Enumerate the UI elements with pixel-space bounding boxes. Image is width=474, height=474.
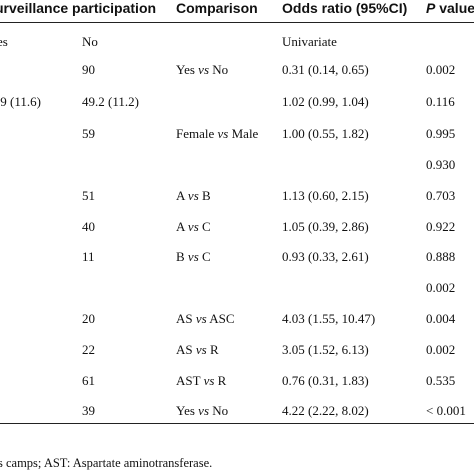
- cell-survey-yes: es: [0, 34, 8, 49]
- cell-comparison: Female vs Male: [176, 126, 258, 142]
- comparison-right: R: [214, 373, 227, 388]
- cell-comparison: B vs C: [176, 249, 211, 265]
- cell-p-value: 0.002: [426, 62, 456, 77]
- table-row: 59 1.00 (0.55, 1.82) 0.995 Female vs Male: [0, 126, 474, 146]
- comparison-right: No: [209, 62, 229, 77]
- comparison-right: B: [198, 188, 211, 203]
- cell-comparison: A vs B: [176, 188, 211, 204]
- cell-odds-ratio: 1.02 (0.99, 1.04): [282, 94, 369, 109]
- cell-survey-yes: .9 (11.6): [0, 94, 41, 109]
- table-top-rule: [0, 22, 474, 23]
- comparison-vs: vs: [187, 219, 199, 234]
- comparison-left: Yes: [176, 403, 199, 418]
- table-row: 0.930: [0, 157, 474, 177]
- cell-odds-ratio: 0.76 (0.31, 1.83): [282, 373, 369, 388]
- cell-comparison: A vs C: [176, 219, 211, 235]
- cell-survey-no: 51: [82, 188, 95, 203]
- header-comparison: Comparison: [176, 0, 258, 16]
- cell-survey-no: 39: [82, 403, 95, 418]
- comparison-left: AST: [176, 373, 204, 388]
- header-surveillance-participation: urveillance participation: [0, 0, 157, 16]
- comparison-vs: vs: [198, 62, 210, 77]
- table-row: 0.002: [0, 280, 474, 300]
- cell-p-value: 0.888: [426, 249, 456, 264]
- table-row: 90 0.31 (0.14, 0.65) 0.002 Yes vs No: [0, 62, 474, 82]
- cell-odds-ratio: 4.22 (2.22, 8.02): [282, 403, 369, 418]
- cell-survey-no: 20: [82, 311, 95, 326]
- cell-survey-no: 22: [82, 342, 95, 357]
- comparison-left: A: [176, 188, 188, 203]
- comparison-left: Female: [176, 126, 218, 141]
- comparison-vs: vs: [195, 311, 207, 326]
- table-row: 20 4.03 (1.55, 10.47) 0.004 AS vs ASC: [0, 311, 474, 331]
- table-row: 51 1.13 (0.60, 2.15) 0.703 A vs B: [0, 188, 474, 208]
- table-footnote: s camps; AST: Aspartate aminotransferase…: [0, 456, 213, 470]
- comparison-vs: vs: [195, 342, 207, 357]
- cell-comparison: AS vs R: [176, 342, 219, 358]
- cell-survey-no: 61: [82, 373, 95, 388]
- table-row: 22 3.05 (1.52, 6.13) 0.002 AS vs R: [0, 342, 474, 362]
- cell-odds-ratio: Univariate: [282, 34, 337, 49]
- cell-p-value: 0.535: [426, 373, 456, 388]
- header-p-value-text: value: [435, 0, 474, 16]
- header-p-value: P value: [426, 0, 474, 16]
- cell-p-value: 0.004: [426, 311, 456, 326]
- table-row: es No Univariate: [0, 34, 474, 54]
- table-row: 40 1.05 (0.39, 2.86) 0.922 A vs C: [0, 219, 474, 239]
- table-row: 39 4.22 (2.22, 8.02) < 0.001 Yes vs No: [0, 403, 474, 423]
- cell-odds-ratio: 3.05 (1.52, 6.13): [282, 342, 369, 357]
- comparison-left: Yes: [176, 62, 199, 77]
- comparison-vs: vs: [203, 373, 215, 388]
- cell-survey-no: 40: [82, 219, 95, 234]
- cell-comparison: Yes vs No: [176, 62, 228, 78]
- cell-p-value: 0.930: [426, 157, 456, 172]
- cell-p-value: 0.995: [426, 126, 456, 141]
- cell-p-value: 0.922: [426, 219, 456, 234]
- table-row: 11 0.93 (0.33, 2.61) 0.888 B vs C: [0, 249, 474, 269]
- cell-odds-ratio: 4.03 (1.55, 10.47): [282, 311, 376, 326]
- table-bottom-rule: [0, 423, 474, 424]
- comparison-left: B: [176, 249, 188, 264]
- cell-comparison: Yes vs No: [176, 403, 228, 419]
- comparison-right: C: [198, 219, 211, 234]
- table-header: urveillance participation Comparison Odd…: [0, 0, 474, 22]
- cell-comparison: AST vs R: [176, 373, 226, 389]
- cell-survey-no: No: [82, 34, 98, 49]
- comparison-left: A: [176, 219, 188, 234]
- cell-survey-no: 11: [82, 249, 95, 264]
- cell-survey-no: 49.2 (11.2): [82, 94, 139, 109]
- cell-odds-ratio: 1.13 (0.60, 2.15): [282, 188, 369, 203]
- table-row: .9 (11.6) 49.2 (11.2) 1.02 (0.99, 1.04) 0.1…: [0, 94, 474, 114]
- header-odds-ratio: Odds ratio (95%CI): [282, 0, 408, 16]
- cell-p-value: 0.002: [426, 280, 456, 295]
- cell-odds-ratio: 0.31 (0.14, 0.65): [282, 62, 369, 77]
- comparison-right: ASC: [206, 311, 235, 326]
- cell-comparison: AS vs ASC: [176, 311, 235, 327]
- table-row: 61 0.76 (0.31, 1.83) 0.535 AST vs R: [0, 373, 474, 393]
- cell-p-value: 0.703: [426, 188, 456, 203]
- comparison-right: R: [206, 342, 219, 357]
- comparison-right: C: [198, 249, 211, 264]
- cell-odds-ratio: 0.93 (0.33, 2.61): [282, 249, 369, 264]
- cell-p-value: 0.116: [426, 94, 455, 109]
- cell-survey-no: 90: [82, 62, 95, 77]
- cell-survey-no: 59: [82, 126, 95, 141]
- comparison-vs: vs: [187, 188, 199, 203]
- cell-p-value: < 0.001: [426, 403, 466, 418]
- cell-odds-ratio: 1.05 (0.39, 2.86): [282, 219, 369, 234]
- cell-p-value: 0.002: [426, 342, 456, 357]
- comparison-left: AS: [176, 342, 196, 357]
- comparison-vs: vs: [187, 249, 199, 264]
- comparison-vs: vs: [217, 126, 229, 141]
- comparison-vs: vs: [198, 403, 210, 418]
- comparison-right: No: [209, 403, 229, 418]
- comparison-right: Male: [228, 126, 259, 141]
- header-p-symbol: P: [426, 0, 436, 16]
- comparison-left: AS: [176, 311, 196, 326]
- cell-odds-ratio: 1.00 (0.55, 1.82): [282, 126, 369, 141]
